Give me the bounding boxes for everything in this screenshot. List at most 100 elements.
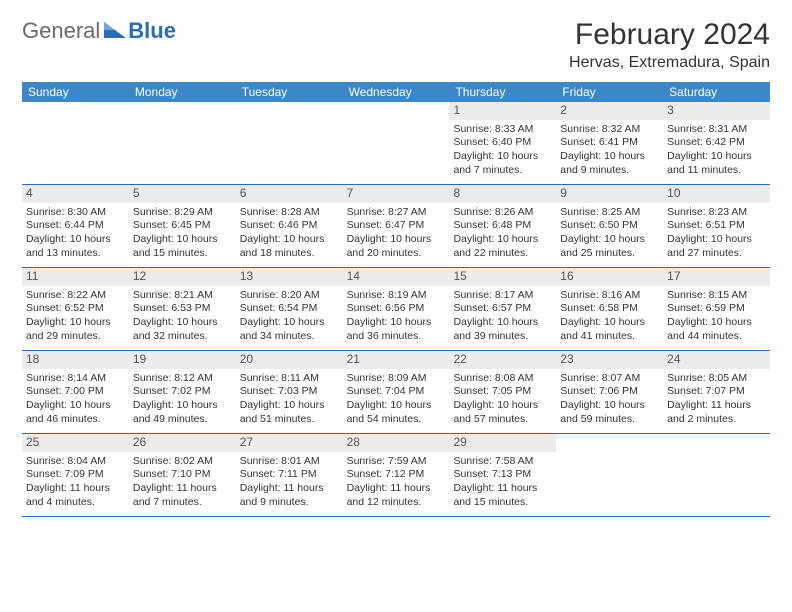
sunrise-text: Sunrise: 8:15 AM — [667, 289, 766, 303]
sunrise-text: Sunrise: 8:30 AM — [26, 206, 125, 220]
sunset-text: Sunset: 7:10 PM — [133, 468, 232, 482]
day-cell: 18Sunrise: 8:14 AMSunset: 7:00 PMDayligh… — [22, 351, 129, 433]
sunset-text: Sunset: 6:47 PM — [347, 219, 446, 233]
day-body: Sunrise: 8:11 AMSunset: 7:03 PMDaylight:… — [236, 369, 343, 433]
day-number: 15 — [449, 268, 556, 286]
empty-cell — [343, 102, 450, 184]
day-number: 5 — [129, 185, 236, 203]
sunset-text: Sunset: 6:42 PM — [667, 136, 766, 150]
month-title: February 2024 — [569, 18, 770, 52]
daylight2-text: and 49 minutes. — [133, 413, 232, 427]
sunset-text: Sunset: 6:41 PM — [560, 136, 659, 150]
daylight2-text: and 9 minutes. — [240, 496, 339, 510]
sunrise-text: Sunrise: 8:16 AM — [560, 289, 659, 303]
sunrise-text: Sunrise: 8:33 AM — [453, 123, 552, 137]
day-number: 19 — [129, 351, 236, 369]
daylight2-text: and 44 minutes. — [667, 330, 766, 344]
day-body: Sunrise: 8:14 AMSunset: 7:00 PMDaylight:… — [22, 369, 129, 433]
sunrise-text: Sunrise: 8:27 AM — [347, 206, 446, 220]
logo-text-general: General — [22, 18, 100, 44]
day-body: Sunrise: 8:09 AMSunset: 7:04 PMDaylight:… — [343, 369, 450, 433]
sunset-text: Sunset: 7:09 PM — [26, 468, 125, 482]
day-body: Sunrise: 8:21 AMSunset: 6:53 PMDaylight:… — [129, 286, 236, 350]
sunset-text: Sunset: 6:46 PM — [240, 219, 339, 233]
day-number: 4 — [22, 185, 129, 203]
day-number: 9 — [556, 185, 663, 203]
day-cell: 15Sunrise: 8:17 AMSunset: 6:57 PMDayligh… — [449, 268, 556, 350]
daylight2-text: and 34 minutes. — [240, 330, 339, 344]
daylight1-text: Daylight: 11 hours — [240, 482, 339, 496]
daylight1-text: Daylight: 10 hours — [453, 150, 552, 164]
daylight1-text: Daylight: 10 hours — [453, 316, 552, 330]
daylight1-text: Daylight: 11 hours — [347, 482, 446, 496]
sunset-text: Sunset: 7:02 PM — [133, 385, 232, 399]
day-body: Sunrise: 8:07 AMSunset: 7:06 PMDaylight:… — [556, 369, 663, 433]
daylight1-text: Daylight: 11 hours — [667, 399, 766, 413]
week-row: 4Sunrise: 8:30 AMSunset: 6:44 PMDaylight… — [22, 185, 770, 268]
daylight1-text: Daylight: 10 hours — [667, 316, 766, 330]
sunrise-text: Sunrise: 8:04 AM — [26, 455, 125, 469]
day-body: Sunrise: 8:08 AMSunset: 7:05 PMDaylight:… — [449, 369, 556, 433]
day-number: 24 — [663, 351, 770, 369]
daylight2-text: and 41 minutes. — [560, 330, 659, 344]
day-body: Sunrise: 8:15 AMSunset: 6:59 PMDaylight:… — [663, 286, 770, 350]
sunset-text: Sunset: 6:59 PM — [667, 302, 766, 316]
day-number: 2 — [556, 102, 663, 120]
day-cell: 16Sunrise: 8:16 AMSunset: 6:58 PMDayligh… — [556, 268, 663, 350]
sunset-text: Sunset: 7:05 PM — [453, 385, 552, 399]
daylight2-text: and 18 minutes. — [240, 247, 339, 261]
daylight2-text: and 20 minutes. — [347, 247, 446, 261]
day-cell: 22Sunrise: 8:08 AMSunset: 7:05 PMDayligh… — [449, 351, 556, 433]
daylight1-text: Daylight: 10 hours — [240, 233, 339, 247]
sunrise-text: Sunrise: 8:12 AM — [133, 372, 232, 386]
day-cell: 4Sunrise: 8:30 AMSunset: 6:44 PMDaylight… — [22, 185, 129, 267]
sunset-text: Sunset: 6:57 PM — [453, 302, 552, 316]
sunset-text: Sunset: 7:03 PM — [240, 385, 339, 399]
sunrise-text: Sunrise: 8:22 AM — [26, 289, 125, 303]
sunset-text: Sunset: 6:58 PM — [560, 302, 659, 316]
day-body: Sunrise: 7:58 AMSunset: 7:13 PMDaylight:… — [449, 452, 556, 516]
empty-cell — [236, 102, 343, 184]
day-cell: 24Sunrise: 8:05 AMSunset: 7:07 PMDayligh… — [663, 351, 770, 433]
day-cell: 9Sunrise: 8:25 AMSunset: 6:50 PMDaylight… — [556, 185, 663, 267]
daylight2-text: and 32 minutes. — [133, 330, 232, 344]
day-number: 28 — [343, 434, 450, 452]
daylight2-text: and 7 minutes. — [453, 164, 552, 178]
daylight2-text: and 2 minutes. — [667, 413, 766, 427]
day-cell: 23Sunrise: 8:07 AMSunset: 7:06 PMDayligh… — [556, 351, 663, 433]
daylight2-text: and 12 minutes. — [347, 496, 446, 510]
day-number: 10 — [663, 185, 770, 203]
day-cell: 26Sunrise: 8:02 AMSunset: 7:10 PMDayligh… — [129, 434, 236, 516]
day-body: Sunrise: 8:26 AMSunset: 6:48 PMDaylight:… — [449, 203, 556, 267]
page-header: General Blue February 2024 Hervas, Extre… — [22, 18, 770, 72]
day-body: Sunrise: 8:01 AMSunset: 7:11 PMDaylight:… — [236, 452, 343, 516]
day-cell: 17Sunrise: 8:15 AMSunset: 6:59 PMDayligh… — [663, 268, 770, 350]
day-number: 14 — [343, 268, 450, 286]
sunrise-text: Sunrise: 8:05 AM — [667, 372, 766, 386]
sunrise-text: Sunrise: 8:23 AM — [667, 206, 766, 220]
sunset-text: Sunset: 6:48 PM — [453, 219, 552, 233]
day-body: Sunrise: 8:19 AMSunset: 6:56 PMDaylight:… — [343, 286, 450, 350]
day-number: 6 — [236, 185, 343, 203]
daylight2-text: and 46 minutes. — [26, 413, 125, 427]
day-cell: 10Sunrise: 8:23 AMSunset: 6:51 PMDayligh… — [663, 185, 770, 267]
week-row: 11Sunrise: 8:22 AMSunset: 6:52 PMDayligh… — [22, 268, 770, 351]
day-number: 3 — [663, 102, 770, 120]
weekday-header-row: SundayMondayTuesdayWednesdayThursdayFrid… — [22, 82, 770, 102]
day-cell: 11Sunrise: 8:22 AMSunset: 6:52 PMDayligh… — [22, 268, 129, 350]
daylight2-text: and 59 minutes. — [560, 413, 659, 427]
daylight2-text: and 11 minutes. — [667, 164, 766, 178]
sunset-text: Sunset: 7:00 PM — [26, 385, 125, 399]
sunrise-text: Sunrise: 7:59 AM — [347, 455, 446, 469]
daylight2-text: and 13 minutes. — [26, 247, 125, 261]
daylight2-text: and 7 minutes. — [133, 496, 232, 510]
title-block: February 2024 Hervas, Extremadura, Spain — [569, 18, 770, 72]
sunrise-text: Sunrise: 8:26 AM — [453, 206, 552, 220]
day-body: Sunrise: 8:25 AMSunset: 6:50 PMDaylight:… — [556, 203, 663, 267]
day-number: 25 — [22, 434, 129, 452]
daylight1-text: Daylight: 10 hours — [240, 316, 339, 330]
daylight1-text: Daylight: 10 hours — [26, 399, 125, 413]
sunrise-text: Sunrise: 8:07 AM — [560, 372, 659, 386]
day-cell: 2Sunrise: 8:32 AMSunset: 6:41 PMDaylight… — [556, 102, 663, 184]
daylight2-text: and 54 minutes. — [347, 413, 446, 427]
